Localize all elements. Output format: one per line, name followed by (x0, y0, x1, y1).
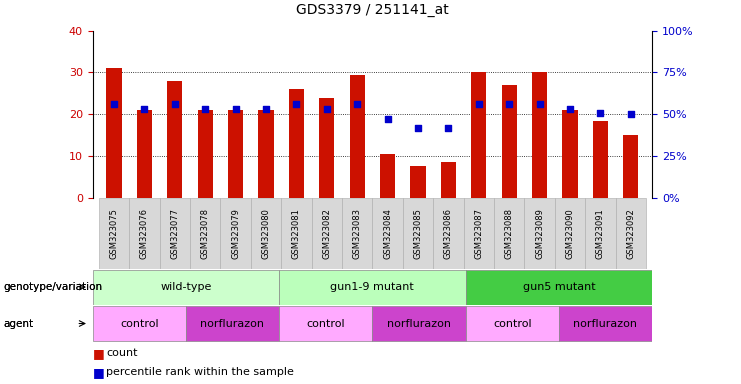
Point (321, 106, 333, 112)
Text: GSM323090: GSM323090 (565, 208, 574, 259)
Text: genotype/variation: genotype/variation (4, 282, 103, 292)
Point (199, 106, 211, 112)
Text: genotype/variation: genotype/variation (4, 282, 103, 292)
Text: GSM323085: GSM323085 (413, 208, 422, 259)
Text: GSM323091: GSM323091 (596, 208, 605, 259)
Bar (281, 198, 311, 269)
Bar (259, 110, 273, 198)
Text: norflurazon: norflurazon (574, 318, 637, 329)
Bar (93, 306, 186, 341)
Text: GSM323081: GSM323081 (292, 208, 301, 259)
Bar (465, 306, 559, 341)
Text: GSM323082: GSM323082 (322, 208, 331, 259)
Text: GSM323084: GSM323084 (383, 208, 392, 259)
Text: GSM323076: GSM323076 (140, 208, 149, 259)
Bar (319, 98, 334, 198)
Text: control: control (493, 318, 531, 329)
Bar (198, 110, 213, 198)
Bar (350, 74, 365, 198)
Point (169, 101, 181, 107)
Bar (159, 198, 190, 269)
Point (534, 101, 545, 107)
Point (230, 106, 242, 112)
Text: agent: agent (4, 318, 34, 329)
Bar (471, 73, 486, 198)
Text: norflurazon: norflurazon (201, 318, 265, 329)
Bar (136, 110, 152, 198)
Text: GSM323077: GSM323077 (170, 208, 179, 259)
Text: GSM323078: GSM323078 (201, 208, 210, 259)
Text: norflurazon: norflurazon (387, 318, 451, 329)
Bar (623, 135, 639, 198)
Bar (502, 85, 516, 198)
Text: GDS3379 / 251141_at: GDS3379 / 251141_at (296, 3, 449, 17)
Bar (373, 306, 465, 341)
Bar (279, 270, 465, 305)
Bar (465, 270, 652, 305)
Bar (99, 198, 129, 269)
Text: percentile rank within the sample: percentile rank within the sample (106, 367, 294, 377)
Bar (220, 198, 250, 269)
Point (564, 106, 576, 112)
Point (594, 109, 606, 116)
Text: control: control (120, 318, 159, 329)
Bar (525, 198, 555, 269)
Bar (441, 162, 456, 198)
Bar (433, 198, 464, 269)
Text: GSM323092: GSM323092 (626, 208, 635, 259)
Text: gun1-9 mutant: gun1-9 mutant (330, 282, 414, 292)
Text: GSM323075: GSM323075 (110, 208, 119, 259)
Point (382, 116, 393, 122)
Bar (228, 110, 243, 198)
Bar (129, 198, 159, 269)
Bar (593, 121, 608, 198)
Text: ■: ■ (93, 366, 104, 379)
Bar (93, 270, 279, 305)
Bar (106, 68, 122, 198)
Bar (403, 198, 433, 269)
Bar (464, 198, 494, 269)
Text: agent: agent (4, 318, 34, 329)
Bar (555, 198, 585, 269)
Text: GSM323079: GSM323079 (231, 208, 240, 259)
Text: GSM323088: GSM323088 (505, 208, 514, 259)
Text: GSM323087: GSM323087 (474, 208, 483, 259)
Point (260, 106, 272, 112)
Text: control: control (307, 318, 345, 329)
Point (290, 101, 302, 107)
Text: GSM323080: GSM323080 (262, 208, 270, 259)
Bar (311, 198, 342, 269)
Text: count: count (106, 348, 138, 358)
Point (139, 106, 150, 112)
Point (351, 101, 363, 107)
Text: wild-type: wild-type (160, 282, 211, 292)
Bar (190, 198, 220, 269)
Text: gun5 mutant: gun5 mutant (522, 282, 595, 292)
Point (473, 101, 485, 107)
Bar (186, 306, 279, 341)
Text: GSM323089: GSM323089 (535, 208, 544, 259)
Point (625, 111, 637, 118)
Text: ■: ■ (93, 347, 104, 360)
Bar (494, 198, 525, 269)
Bar (532, 73, 547, 198)
Bar (342, 198, 373, 269)
Point (412, 124, 424, 131)
Text: GSM323086: GSM323086 (444, 208, 453, 259)
Bar (616, 198, 646, 269)
Text: GSM323083: GSM323083 (353, 208, 362, 259)
Point (503, 101, 515, 107)
Bar (250, 198, 281, 269)
Bar (167, 81, 182, 198)
Bar (585, 198, 616, 269)
Point (108, 101, 120, 107)
Bar (411, 166, 425, 198)
Bar (559, 306, 652, 341)
Bar (380, 154, 395, 198)
Point (442, 124, 454, 131)
Bar (289, 89, 304, 198)
Bar (562, 110, 577, 198)
Bar (373, 198, 403, 269)
Bar (279, 306, 373, 341)
